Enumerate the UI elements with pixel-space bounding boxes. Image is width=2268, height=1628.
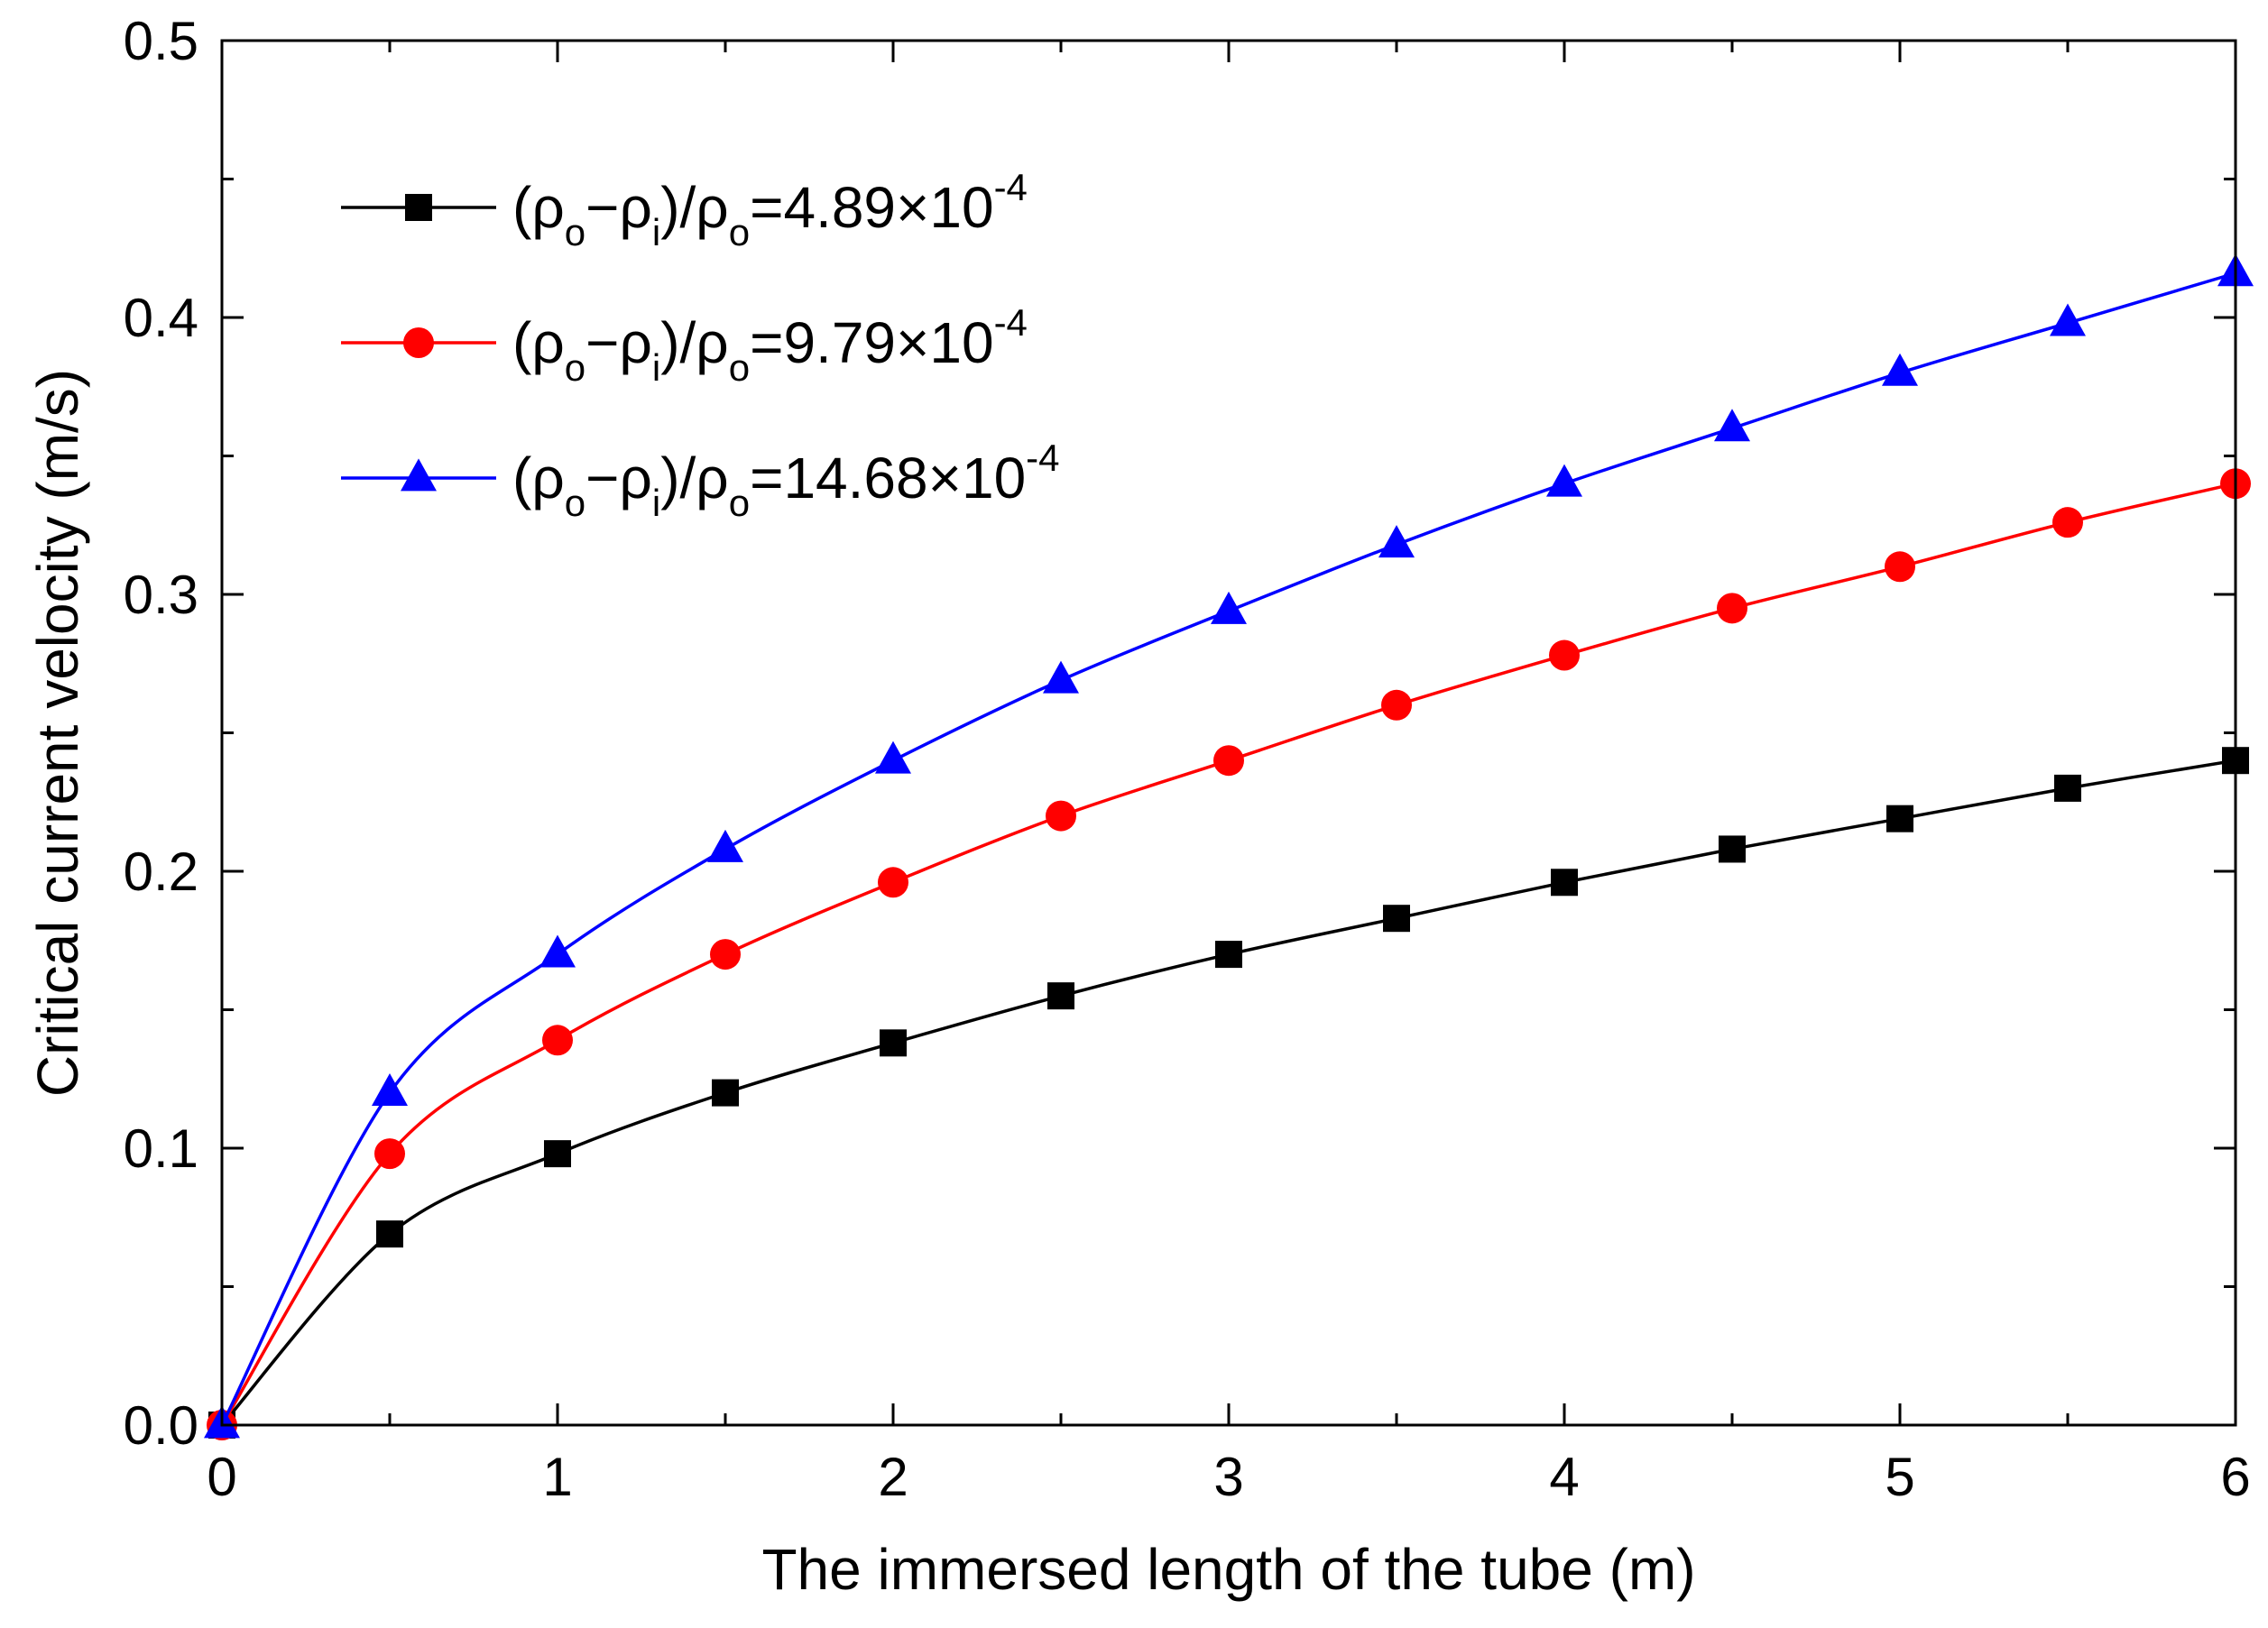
data-point-circle-2 [878, 867, 908, 898]
legend-label: (ρo−ρi)/ρo=9.79×10-4 [512, 301, 1028, 389]
data-point-triangle-3 [875, 740, 911, 774]
legend-item-3: (ρo−ρi)/ρo=14.68×10-4 [341, 437, 1060, 524]
x-tick-label: 0 [207, 1447, 236, 1507]
data-point-square-1 [376, 1220, 403, 1248]
x-tick-label: 4 [1549, 1447, 1579, 1507]
data-point-circle-2 [374, 1138, 405, 1170]
x-tick-label: 3 [1213, 1447, 1243, 1507]
x-axis-title: The immersed length of the tube (m) [761, 1537, 1695, 1602]
data-point-square-1 [1886, 805, 1913, 832]
y-tick-label: 0.5 [124, 11, 198, 71]
legend-marker-square [405, 194, 432, 221]
data-point-circle-2 [1717, 593, 1747, 624]
legend-item-1: (ρo−ρi)/ρo=4.89×10-4 [341, 166, 1028, 253]
data-point-square-1 [1047, 982, 1074, 1010]
x-tick-label: 1 [542, 1447, 572, 1507]
legend-item-2: (ρo−ρi)/ρo=9.79×10-4 [341, 301, 1028, 389]
data-point-square-1 [1551, 869, 1578, 897]
legend-marker-circle [403, 327, 434, 358]
data-point-square-1 [880, 1029, 907, 1057]
data-point-circle-2 [1213, 745, 1244, 777]
legend-label: (ρo−ρi)/ρo=4.89×10-4 [512, 166, 1028, 253]
y-tick-label: 0.1 [124, 1118, 198, 1179]
data-point-square-1 [1383, 905, 1410, 933]
legend-marker-triangle [401, 458, 437, 492]
data-point-triangle-3 [539, 934, 576, 968]
legend: (ρo−ρi)/ρo=4.89×10-4 (ρo−ρi)/ρo=9.79×10-4… [341, 166, 1060, 524]
data-point-square-1 [1719, 835, 1746, 863]
x-tick-label: 2 [878, 1447, 908, 1507]
data-point-circle-2 [1885, 551, 1915, 583]
series-markers-3 [204, 253, 2254, 1439]
data-point-triangle-3 [1882, 353, 1918, 386]
data-point-triangle-3 [1378, 525, 1415, 558]
data-point-circle-2 [1046, 800, 1076, 832]
y-tick-label: 0.3 [124, 565, 198, 625]
data-point-square-1 [2054, 774, 2081, 802]
data-point-triangle-3 [1714, 409, 1750, 442]
series-line-3 [220, 271, 2236, 1426]
data-point-circle-2 [542, 1025, 573, 1056]
data-point-triangle-3 [1043, 660, 1079, 694]
data-point-square-1 [1215, 941, 1242, 969]
data-point-triangle-3 [1211, 591, 1247, 624]
data-point-circle-2 [1549, 639, 1580, 671]
data-point-circle-2 [1381, 689, 1412, 721]
y-tick-label: 0.2 [124, 842, 198, 902]
data-point-triangle-3 [2050, 303, 2086, 336]
data-point-triangle-3 [707, 829, 743, 862]
data-point-circle-2 [710, 939, 741, 970]
y-axis-title: Critical current velocity (m/s) [25, 369, 90, 1097]
y-tick-label: 0.4 [124, 288, 198, 348]
y-tick-label: 0.0 [124, 1395, 198, 1456]
data-point-triangle-3 [1546, 464, 1582, 497]
data-point-triangle-3 [372, 1073, 408, 1106]
x-tick-label: 6 [2220, 1447, 2250, 1507]
plot-area [204, 253, 2254, 1440]
x-tick-label: 5 [1885, 1447, 1914, 1507]
data-point-circle-2 [2052, 507, 2083, 538]
data-point-square-1 [712, 1079, 739, 1107]
axes: 0 1 2 3 4 5 6 0.0 0.1 0.2 0.3 0.4 0.5 [124, 11, 2251, 1507]
legend-label: (ρo−ρi)/ρo=14.68×10-4 [512, 437, 1060, 524]
data-point-square-1 [544, 1140, 571, 1168]
